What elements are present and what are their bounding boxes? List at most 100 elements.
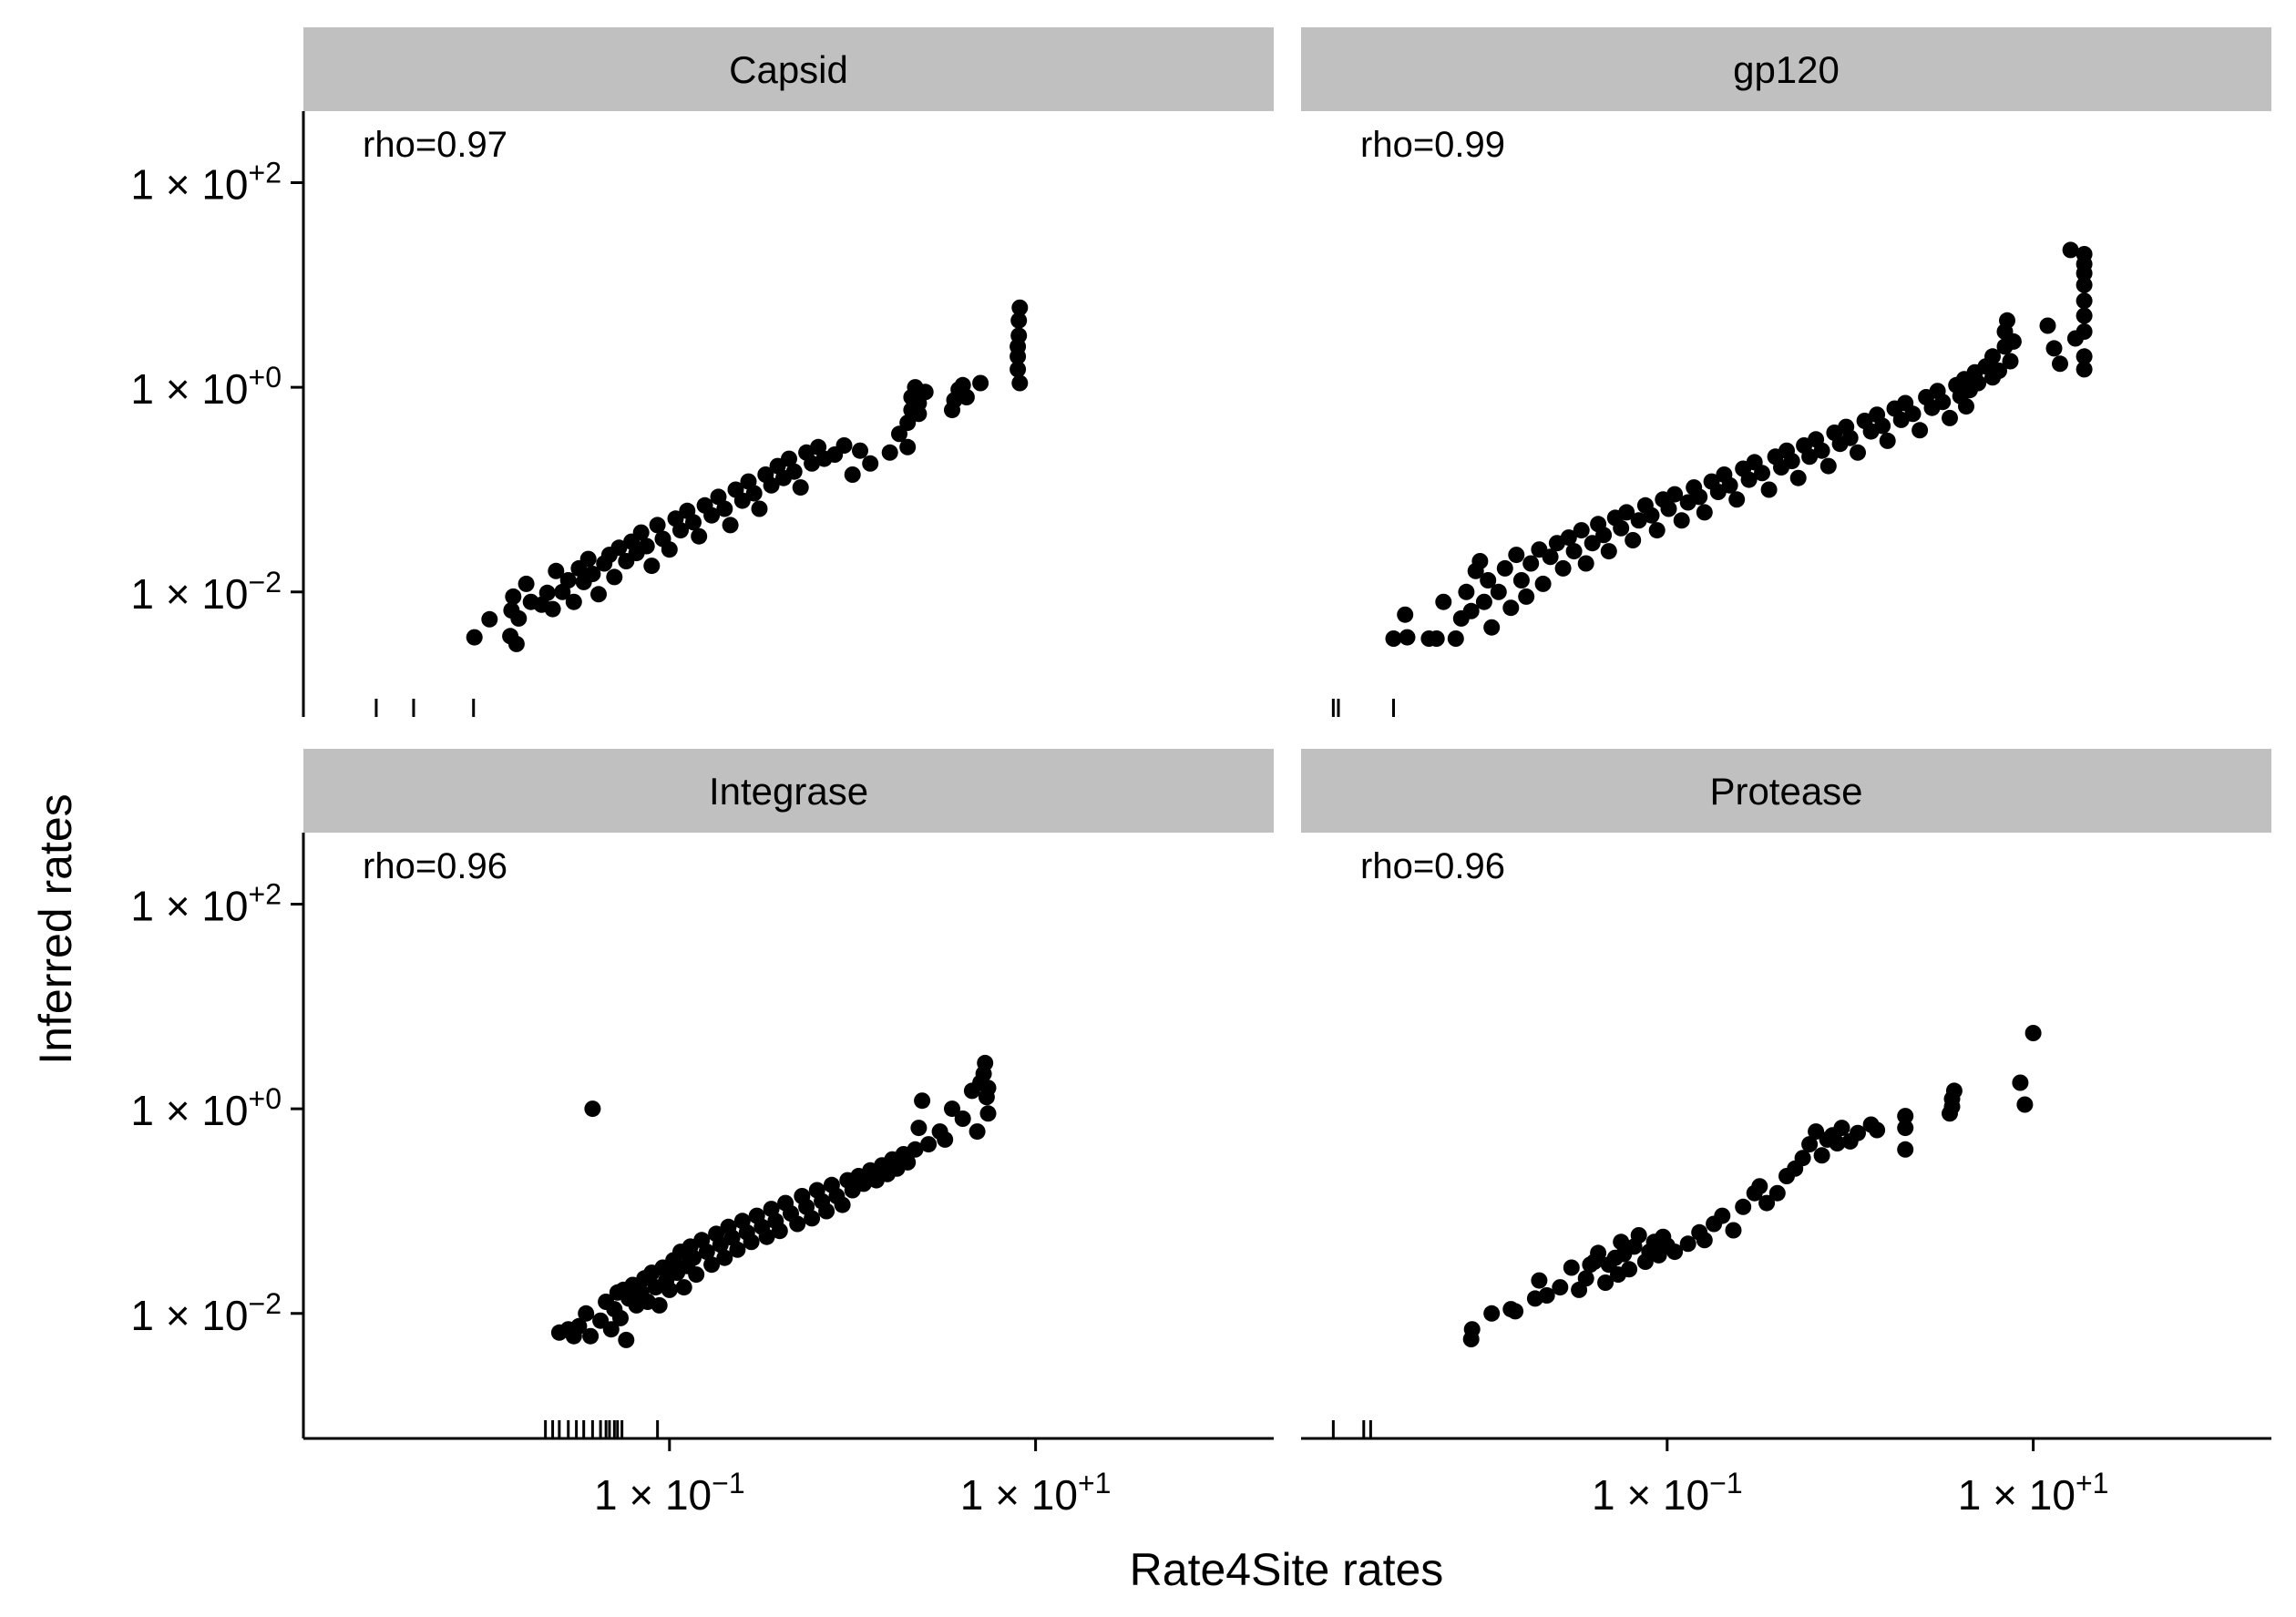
data-point [1760,481,1778,498]
data-point [972,374,989,392]
rho-annotation: rho=0.99 [1360,125,1505,165]
data-point [1829,1135,1846,1151]
panel-integrase: Integrase rho=0.96 [303,749,1274,1438]
data-point [771,1223,788,1240]
data-point [844,466,861,483]
data-point [703,1256,721,1274]
data-point [914,1092,931,1110]
data-point [1496,559,1513,577]
data-point [969,1123,986,1141]
data-point [1630,1227,1647,1243]
data-point [944,1100,960,1118]
data-point [1590,1244,1607,1262]
data-point [703,507,721,524]
data-point [1552,1279,1569,1296]
data-point [1696,1232,1713,1249]
data-point [743,1233,760,1251]
data-point [1625,532,1642,548]
data-point [1841,429,1859,446]
data-point [1458,583,1475,600]
data-point [1531,1272,1548,1289]
data-point [1565,543,1583,560]
rho-annotation: rho=0.96 [1360,846,1505,886]
data-point [804,1210,821,1227]
data-point [2076,323,2093,340]
data-point [618,1331,635,1348]
data-point [1728,491,1746,508]
data-point [661,541,678,558]
data-point [977,1054,994,1071]
data-point [1480,572,1497,588]
data-point [582,1327,600,1345]
data-point [722,517,739,534]
data-point [1385,630,1402,647]
facet-strip-label: Capsid [729,48,848,91]
y-tick-label: 1 × 10−2 [130,566,282,618]
data-point [579,550,597,568]
data-point [1912,422,1929,439]
data-point [2039,317,2056,334]
data-point [672,522,689,539]
data-point [920,1136,938,1153]
data-point [1490,583,1507,600]
data-point [1691,488,1708,506]
data-point [1573,522,1590,539]
facet-strip [303,749,1274,833]
data-point [835,437,853,454]
data-point [1970,374,1987,392]
data-point [899,1153,917,1171]
data-point [1740,471,1758,488]
data-point [781,450,797,467]
data-point [1819,457,1837,475]
data-point [1508,547,1525,564]
data-point [1560,529,1577,547]
data-point [1904,405,1922,423]
data-point [602,1321,620,1338]
data-point [716,500,733,517]
data-point [578,1305,595,1322]
data-point [1758,1194,1776,1212]
data-point [2076,307,2093,324]
data-point [2024,1025,2042,1041]
data-point [685,514,702,531]
data-point [661,1281,678,1298]
data-point [1428,630,1445,647]
data-point [733,492,751,509]
data-point [1808,1123,1825,1141]
data-point [862,455,879,472]
data-point [1648,522,1666,539]
panels-layer: Capsid rho=0.97 gp120 rho=0.99 Integrase rho=… [303,27,2271,1438]
data-point [1696,504,1713,521]
data-point [1618,504,1635,521]
data-point [2062,241,2079,259]
data-point [979,1105,997,1122]
data-point [688,1266,705,1284]
facet-strip [303,27,1274,111]
data-point [2045,340,2063,357]
data-point [698,1243,715,1261]
data-point [1011,374,1029,392]
data-point [570,1317,588,1335]
data-point [785,463,803,480]
facet-strip-label: Protease [1709,770,1862,813]
data-point [1011,299,1029,316]
data-point [538,584,556,601]
data-point [751,500,768,517]
data-point [610,539,628,557]
data-point [2076,246,2093,262]
data-point [1463,1321,1481,1338]
data-point [1679,1235,1696,1253]
data-point [1475,593,1492,610]
data-point [2052,355,2068,373]
data-point [612,1309,629,1326]
data-point [763,476,780,494]
data-point [1714,1207,1731,1224]
data-point [1518,588,1535,605]
data-point [1783,453,1800,470]
data-point [1945,1082,1963,1100]
y-tick-label: 1 × 10+0 [130,1082,282,1134]
data-point [1563,1259,1580,1276]
data-point [510,609,528,627]
panel-protease: Protease rho=0.96 [1301,749,2271,1438]
y-axis-row-2: 1 × 10−2 1 × 10+0 1 × 10+2 [130,833,305,1438]
